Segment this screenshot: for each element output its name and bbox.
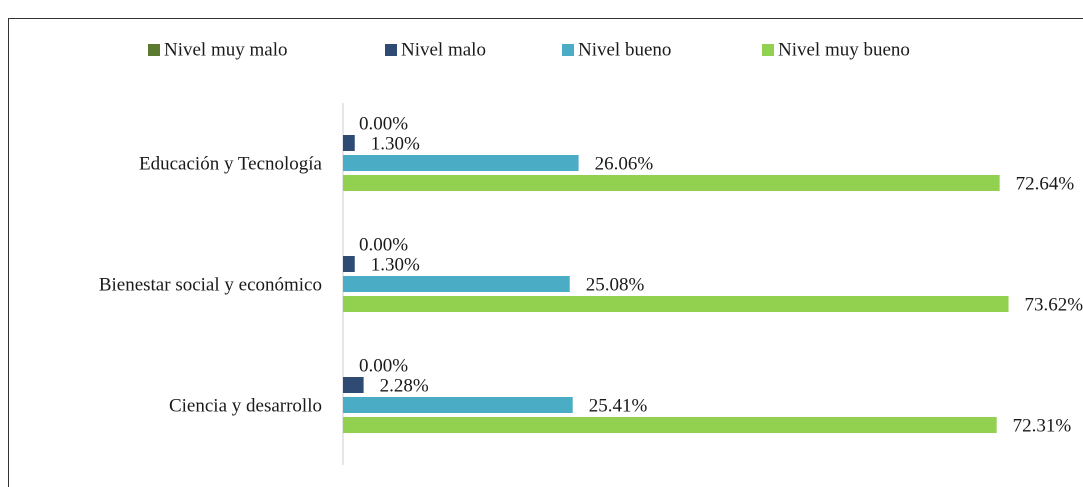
data-label: 0.00% [359,234,408,255]
legend-swatch [148,44,160,56]
data-label: 2.28% [380,375,429,396]
bar [343,276,570,292]
legend-swatch [762,44,774,56]
legend-swatch [562,44,574,56]
legend-label: Nivel muy bueno [778,39,910,60]
data-label: 0.00% [359,113,408,134]
data-label: 25.41% [589,395,648,416]
bar [343,135,355,151]
y-tick-label: Bienestar social y económico [99,274,322,295]
legend-label: Nivel malo [401,39,486,60]
legend-label: Nivel muy malo [164,39,287,60]
y-tick-label: Ciencia y desarrollo [169,395,322,416]
bar [343,256,355,272]
data-label: 72.64% [1016,173,1075,194]
data-label: 1.30% [371,133,420,154]
bar [343,397,573,413]
chart-frame [8,18,1083,487]
data-label: 73.62% [1025,294,1083,315]
data-label: 25.08% [586,274,645,295]
legend-label: Nivel bueno [578,39,671,60]
bar [343,417,997,433]
bar [343,377,364,393]
bar [343,175,1000,191]
data-label: 72.31% [1013,415,1072,436]
legend-swatch [385,44,397,56]
data-label: 0.00% [359,355,408,376]
data-label: 26.06% [595,153,654,174]
bar [343,296,1009,312]
data-label: 1.30% [371,254,420,275]
bar [343,155,579,171]
y-tick-label: Educación y Tecnología [139,153,323,174]
